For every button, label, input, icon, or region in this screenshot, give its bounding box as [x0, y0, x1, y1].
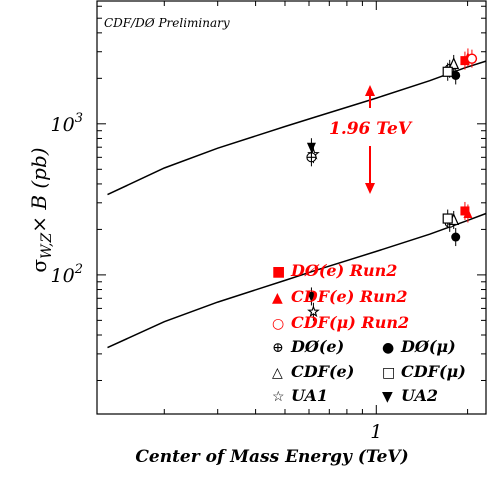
marker-circle-open — [466, 53, 478, 64]
plot-frame — [96, 0, 487, 415]
marker-cross-lines — [306, 152, 316, 162]
x-axis-label: Center of Mass Energy (TeV) — [135, 447, 408, 467]
legend: ■ DØ(e) Run2 ▲ CDF(e) Run2 ○ CDF(μ) Run2 ⊕ DØ(e… — [272, 261, 466, 405]
legend-symbol: ● — [382, 340, 394, 356]
annotation-arrow-down-head — [365, 183, 375, 194]
y-axis-label-rest: × B (pb) — [27, 147, 51, 232]
marker-circle-filled — [451, 232, 461, 242]
marker-cross-open — [306, 152, 317, 163]
y-axis-label-sub: W,Z — [39, 233, 55, 259]
legend-label: CDF(e) Run2 — [291, 287, 408, 306]
marker-triangle-down-filled — [306, 291, 316, 302]
markers-layer — [306, 48, 478, 321]
marker-triangle-open — [448, 56, 460, 70]
marker-star-open — [307, 305, 320, 318]
marker-circle-filled — [451, 70, 461, 80]
annotation-arrow-up-head — [365, 85, 375, 96]
legend-label: DØ(e) — [290, 337, 344, 356]
legend-label: CDF(μ) Run2 — [291, 313, 409, 332]
marker-triangle-filled — [463, 207, 473, 218]
legend-symbol: ○ — [272, 316, 284, 332]
legend-symbol: □ — [382, 365, 395, 381]
legend-symbol: ☆ — [272, 389, 285, 405]
y-axis-label-main: σ — [27, 259, 51, 273]
marker-square-open — [442, 66, 453, 77]
marker-triangle-down-filled — [306, 142, 316, 153]
legend-label: UA1 — [291, 386, 328, 405]
legend-symbol: △ — [272, 365, 283, 381]
legend-label: DØ(e) Run2 — [290, 261, 397, 280]
x-tick-label: 1 — [370, 421, 382, 443]
annotation-label: 1.96 TeV — [329, 119, 413, 139]
y-axis-label: σW,Z× B (pb) — [27, 147, 55, 272]
legend-symbol: ▼ — [382, 389, 393, 405]
legend-label: CDF(μ) — [401, 362, 466, 381]
legend-label: DØ(μ) — [400, 337, 456, 356]
svg-text:σW,Z× B (pb): σW,Z× B (pb) — [27, 147, 55, 272]
ticks-layer: 103 102 1 — [51, 1, 486, 443]
y-tick-label: 103 — [51, 111, 83, 136]
legend-symbol: ⊕ — [272, 340, 284, 356]
marker-square-filled — [460, 206, 470, 216]
energy-annotation: 1.96 TeV — [329, 85, 413, 194]
legend-label: UA2 — [401, 386, 438, 405]
legend-symbol: ■ — [272, 264, 285, 280]
preliminary-note: CDF/DØ Preliminary — [104, 16, 230, 30]
marker-square-open — [442, 213, 453, 224]
legend-label: CDF(e) — [291, 362, 354, 381]
legend-symbol: ▲ — [272, 290, 283, 306]
y-tick-label: 102 — [51, 262, 83, 287]
